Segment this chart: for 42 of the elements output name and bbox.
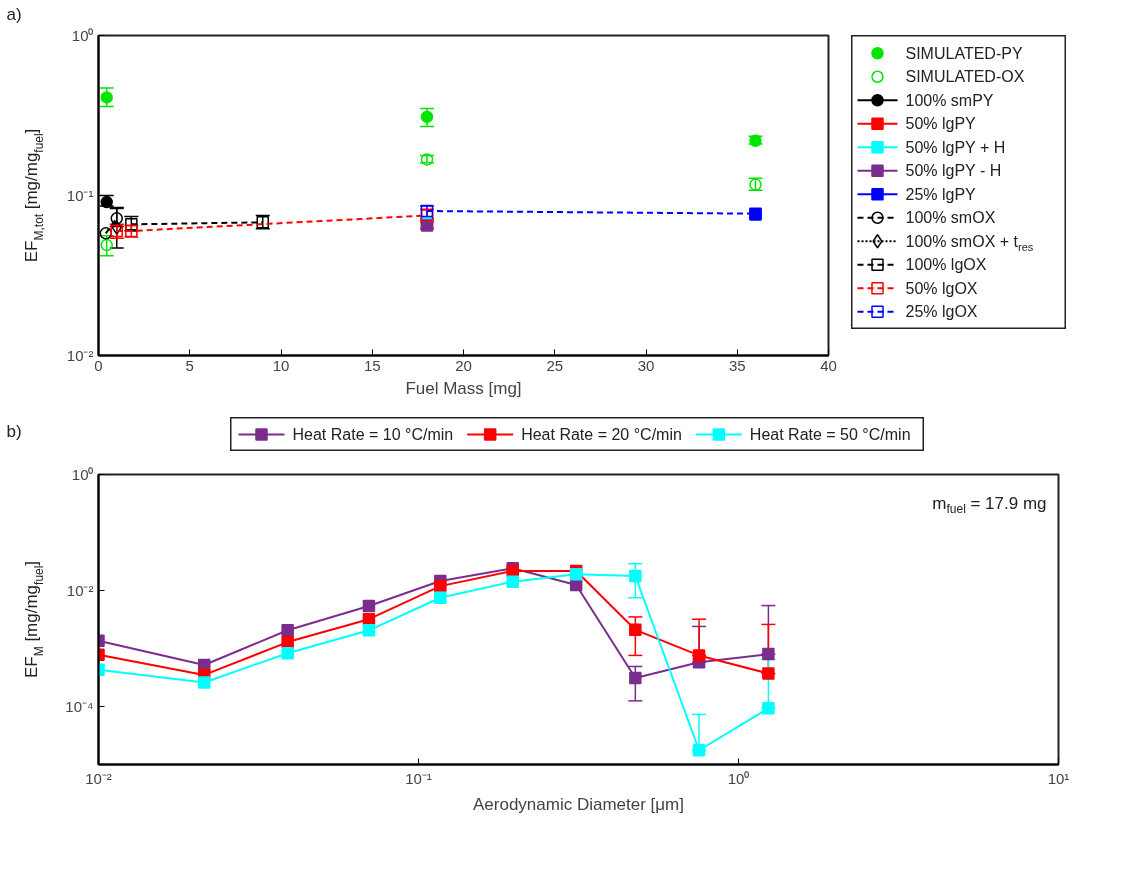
x-tick-label: 5 bbox=[185, 356, 194, 374]
x-tick-label: 10⁻² bbox=[85, 769, 112, 787]
y-tick-label: 10⁰ bbox=[71, 466, 94, 483]
text: a) bbox=[6, 5, 22, 24]
legend-label: SIMULATED-PY bbox=[905, 44, 1023, 62]
legend-label: 50% lgPY + H bbox=[905, 138, 1006, 156]
x-tick-label: 15 bbox=[363, 356, 381, 374]
x-tick-label: 40 bbox=[820, 356, 837, 374]
legend-label: 100% smPY bbox=[905, 91, 994, 109]
legend-label: 50% lgPY - H bbox=[905, 162, 1002, 180]
x-tick-label: 10 bbox=[272, 356, 290, 374]
x-axis-title: Aerodynamic Diameter [μm] bbox=[472, 794, 685, 814]
x-tick-label: 10⁻¹ bbox=[405, 769, 432, 787]
legend-label: SIMULATED-OX bbox=[905, 68, 1025, 86]
x-tick-label: 30 bbox=[637, 356, 655, 374]
legend-label: Heat Rate = 20 °C/min bbox=[521, 426, 682, 443]
x-tick-label: 35 bbox=[728, 356, 746, 374]
legend-label: 100% lgOX bbox=[905, 256, 987, 274]
x-tick-label: 25 bbox=[546, 356, 564, 374]
point bbox=[100, 91, 113, 104]
y-tick-label: 10⁰ bbox=[71, 27, 94, 44]
legend-label: 100% smOX bbox=[905, 209, 996, 227]
y-tick-label: 10⁻⁴ bbox=[65, 698, 94, 715]
legend-label: Heat Rate = 10 °C/min bbox=[292, 426, 454, 443]
point bbox=[420, 110, 434, 124]
x-axis-title: Fuel Mass [mg] bbox=[405, 378, 522, 398]
legend-label: 25% lgOX bbox=[905, 303, 978, 321]
text: b) bbox=[6, 422, 22, 441]
x-tick-label: 10⁰ bbox=[727, 769, 750, 787]
point bbox=[99, 227, 113, 240]
legend-label: Heat Rate = 50 °C/min bbox=[749, 426, 911, 443]
x-tick-label: 10¹ bbox=[1047, 769, 1070, 787]
x-tick-label: 20 bbox=[455, 356, 472, 374]
y-tick-label: 10⁻¹ bbox=[66, 187, 94, 204]
legend-label: 50% lgOX bbox=[905, 279, 978, 297]
point bbox=[100, 238, 113, 252]
y-axis-title: EFM [mg/mgfuel] bbox=[21, 561, 47, 678]
legend-label: 25% lgPY bbox=[905, 185, 977, 203]
x-tick-label: 0 bbox=[94, 356, 103, 374]
legend-label: 50% lgPY bbox=[905, 115, 977, 133]
y-axis-title: EFM,tot [mg/mgfuel] bbox=[21, 128, 47, 263]
y-tick-label: 10⁻² bbox=[66, 582, 94, 599]
